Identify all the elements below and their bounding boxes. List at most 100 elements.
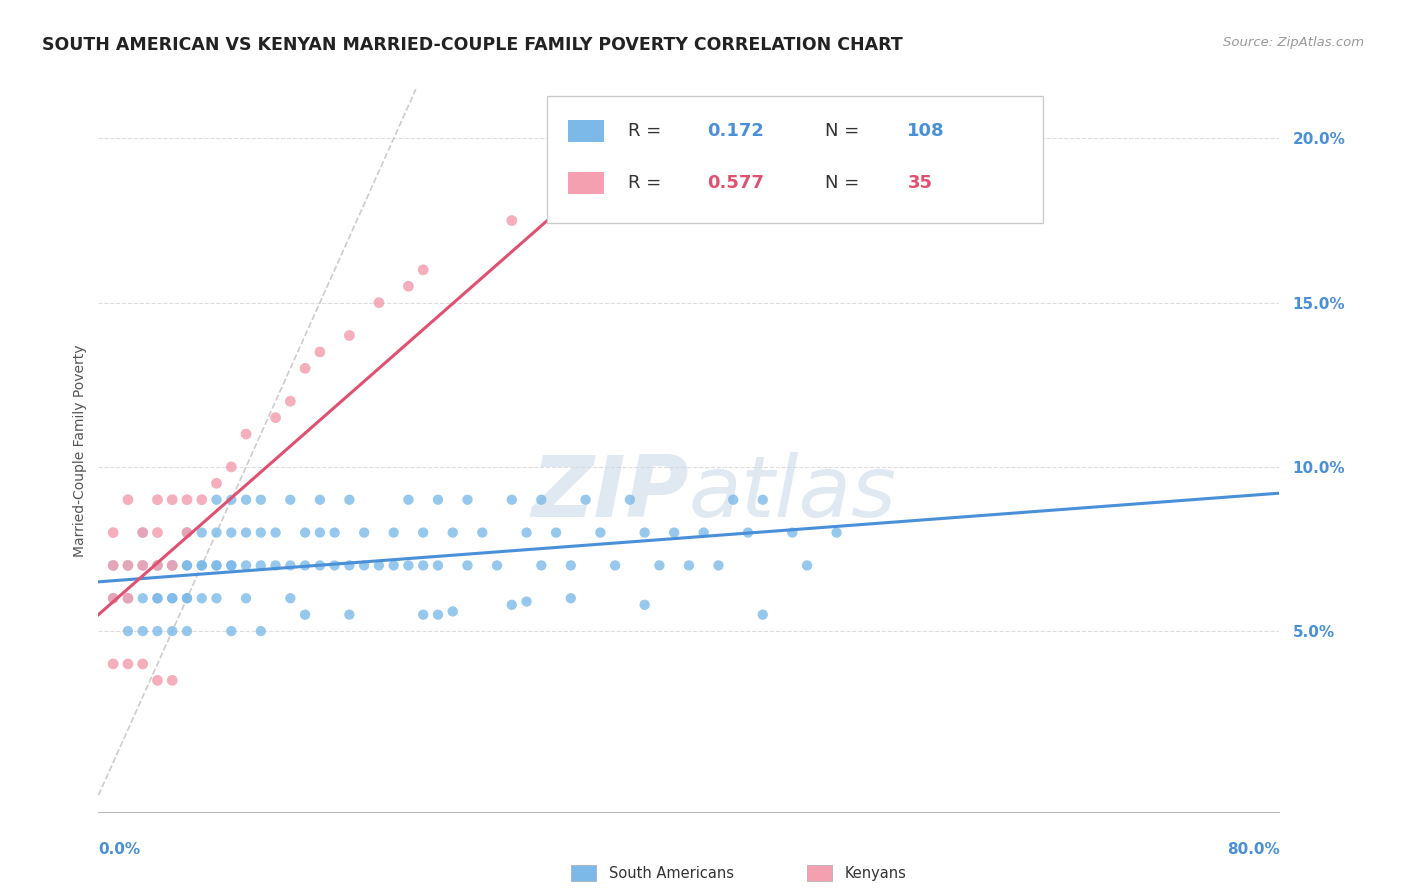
Point bbox=[205, 525, 228, 540]
Point bbox=[103, 657, 125, 671]
Point bbox=[264, 525, 287, 540]
Point bbox=[457, 492, 479, 507]
Point bbox=[250, 624, 273, 639]
Point bbox=[530, 492, 553, 507]
Point bbox=[605, 558, 627, 573]
Point bbox=[191, 558, 214, 573]
Point bbox=[412, 558, 434, 573]
Point bbox=[162, 591, 183, 606]
Point bbox=[353, 558, 375, 573]
Point bbox=[221, 558, 243, 573]
Point bbox=[162, 558, 183, 573]
Point bbox=[441, 525, 464, 540]
Point bbox=[339, 558, 361, 573]
Point bbox=[191, 525, 214, 540]
Text: 35: 35 bbox=[907, 174, 932, 192]
Point bbox=[648, 558, 671, 573]
Point bbox=[117, 558, 139, 573]
Bar bbox=[568, 172, 605, 194]
Point bbox=[339, 607, 361, 622]
Point bbox=[501, 492, 523, 507]
Point bbox=[103, 591, 125, 606]
Point bbox=[235, 525, 257, 540]
Point bbox=[723, 492, 745, 507]
Point bbox=[353, 525, 375, 540]
Point bbox=[309, 558, 332, 573]
Point bbox=[176, 591, 198, 606]
Point bbox=[752, 492, 775, 507]
Point bbox=[176, 624, 198, 639]
Bar bbox=[568, 120, 605, 142]
Text: SOUTH AMERICAN VS KENYAN MARRIED-COUPLE FAMILY POVERTY CORRELATION CHART: SOUTH AMERICAN VS KENYAN MARRIED-COUPLE … bbox=[42, 36, 903, 54]
Point bbox=[264, 558, 287, 573]
Point bbox=[103, 558, 125, 573]
Point bbox=[546, 525, 568, 540]
Text: 0.172: 0.172 bbox=[707, 122, 763, 140]
Point bbox=[382, 558, 405, 573]
Text: N =: N = bbox=[825, 122, 865, 140]
Point bbox=[205, 492, 228, 507]
Point bbox=[339, 492, 361, 507]
Point bbox=[146, 591, 169, 606]
Point bbox=[427, 558, 450, 573]
Text: South Americans: South Americans bbox=[609, 865, 734, 880]
Point bbox=[737, 525, 759, 540]
Text: 108: 108 bbox=[907, 122, 945, 140]
Point bbox=[516, 525, 538, 540]
Point bbox=[427, 607, 450, 622]
Point bbox=[589, 525, 612, 540]
Point bbox=[117, 558, 139, 573]
Point bbox=[250, 492, 273, 507]
Point bbox=[678, 558, 700, 573]
Text: atlas: atlas bbox=[689, 452, 897, 535]
Text: 80.0%: 80.0% bbox=[1226, 842, 1279, 857]
Point bbox=[146, 525, 169, 540]
Point bbox=[398, 558, 420, 573]
Point bbox=[117, 624, 139, 639]
Point bbox=[162, 558, 183, 573]
Point bbox=[294, 558, 316, 573]
Point bbox=[471, 525, 494, 540]
Point bbox=[634, 598, 657, 612]
Point bbox=[162, 624, 183, 639]
Point bbox=[146, 558, 169, 573]
Point bbox=[427, 492, 450, 507]
Point bbox=[560, 558, 582, 573]
Point bbox=[221, 492, 243, 507]
Point bbox=[103, 558, 125, 573]
Point bbox=[280, 394, 302, 409]
Point bbox=[221, 525, 243, 540]
Point bbox=[368, 558, 391, 573]
Point bbox=[117, 591, 139, 606]
Point bbox=[103, 525, 125, 540]
Text: R =: R = bbox=[627, 122, 666, 140]
Point bbox=[205, 591, 228, 606]
Point bbox=[235, 427, 257, 442]
Point bbox=[516, 594, 538, 608]
Point bbox=[441, 604, 464, 618]
Point bbox=[205, 558, 228, 573]
Point bbox=[146, 673, 169, 688]
Point bbox=[309, 345, 332, 359]
Point bbox=[382, 525, 405, 540]
Point bbox=[176, 558, 198, 573]
Point bbox=[132, 525, 155, 540]
Point bbox=[117, 657, 139, 671]
Point bbox=[162, 673, 183, 688]
Point bbox=[191, 558, 214, 573]
Text: 0.0%: 0.0% bbox=[98, 842, 141, 857]
Point bbox=[117, 492, 139, 507]
Text: Kenyans: Kenyans bbox=[845, 865, 907, 880]
Point bbox=[619, 148, 641, 162]
Point bbox=[707, 558, 730, 573]
Y-axis label: Married-Couple Family Poverty: Married-Couple Family Poverty bbox=[73, 344, 87, 557]
Point bbox=[825, 525, 848, 540]
Point bbox=[501, 213, 523, 227]
Point bbox=[250, 558, 273, 573]
Bar bbox=[807, 865, 832, 881]
Point bbox=[146, 591, 169, 606]
Point bbox=[176, 558, 198, 573]
Point bbox=[560, 591, 582, 606]
Point bbox=[560, 197, 582, 211]
Text: N =: N = bbox=[825, 174, 865, 192]
